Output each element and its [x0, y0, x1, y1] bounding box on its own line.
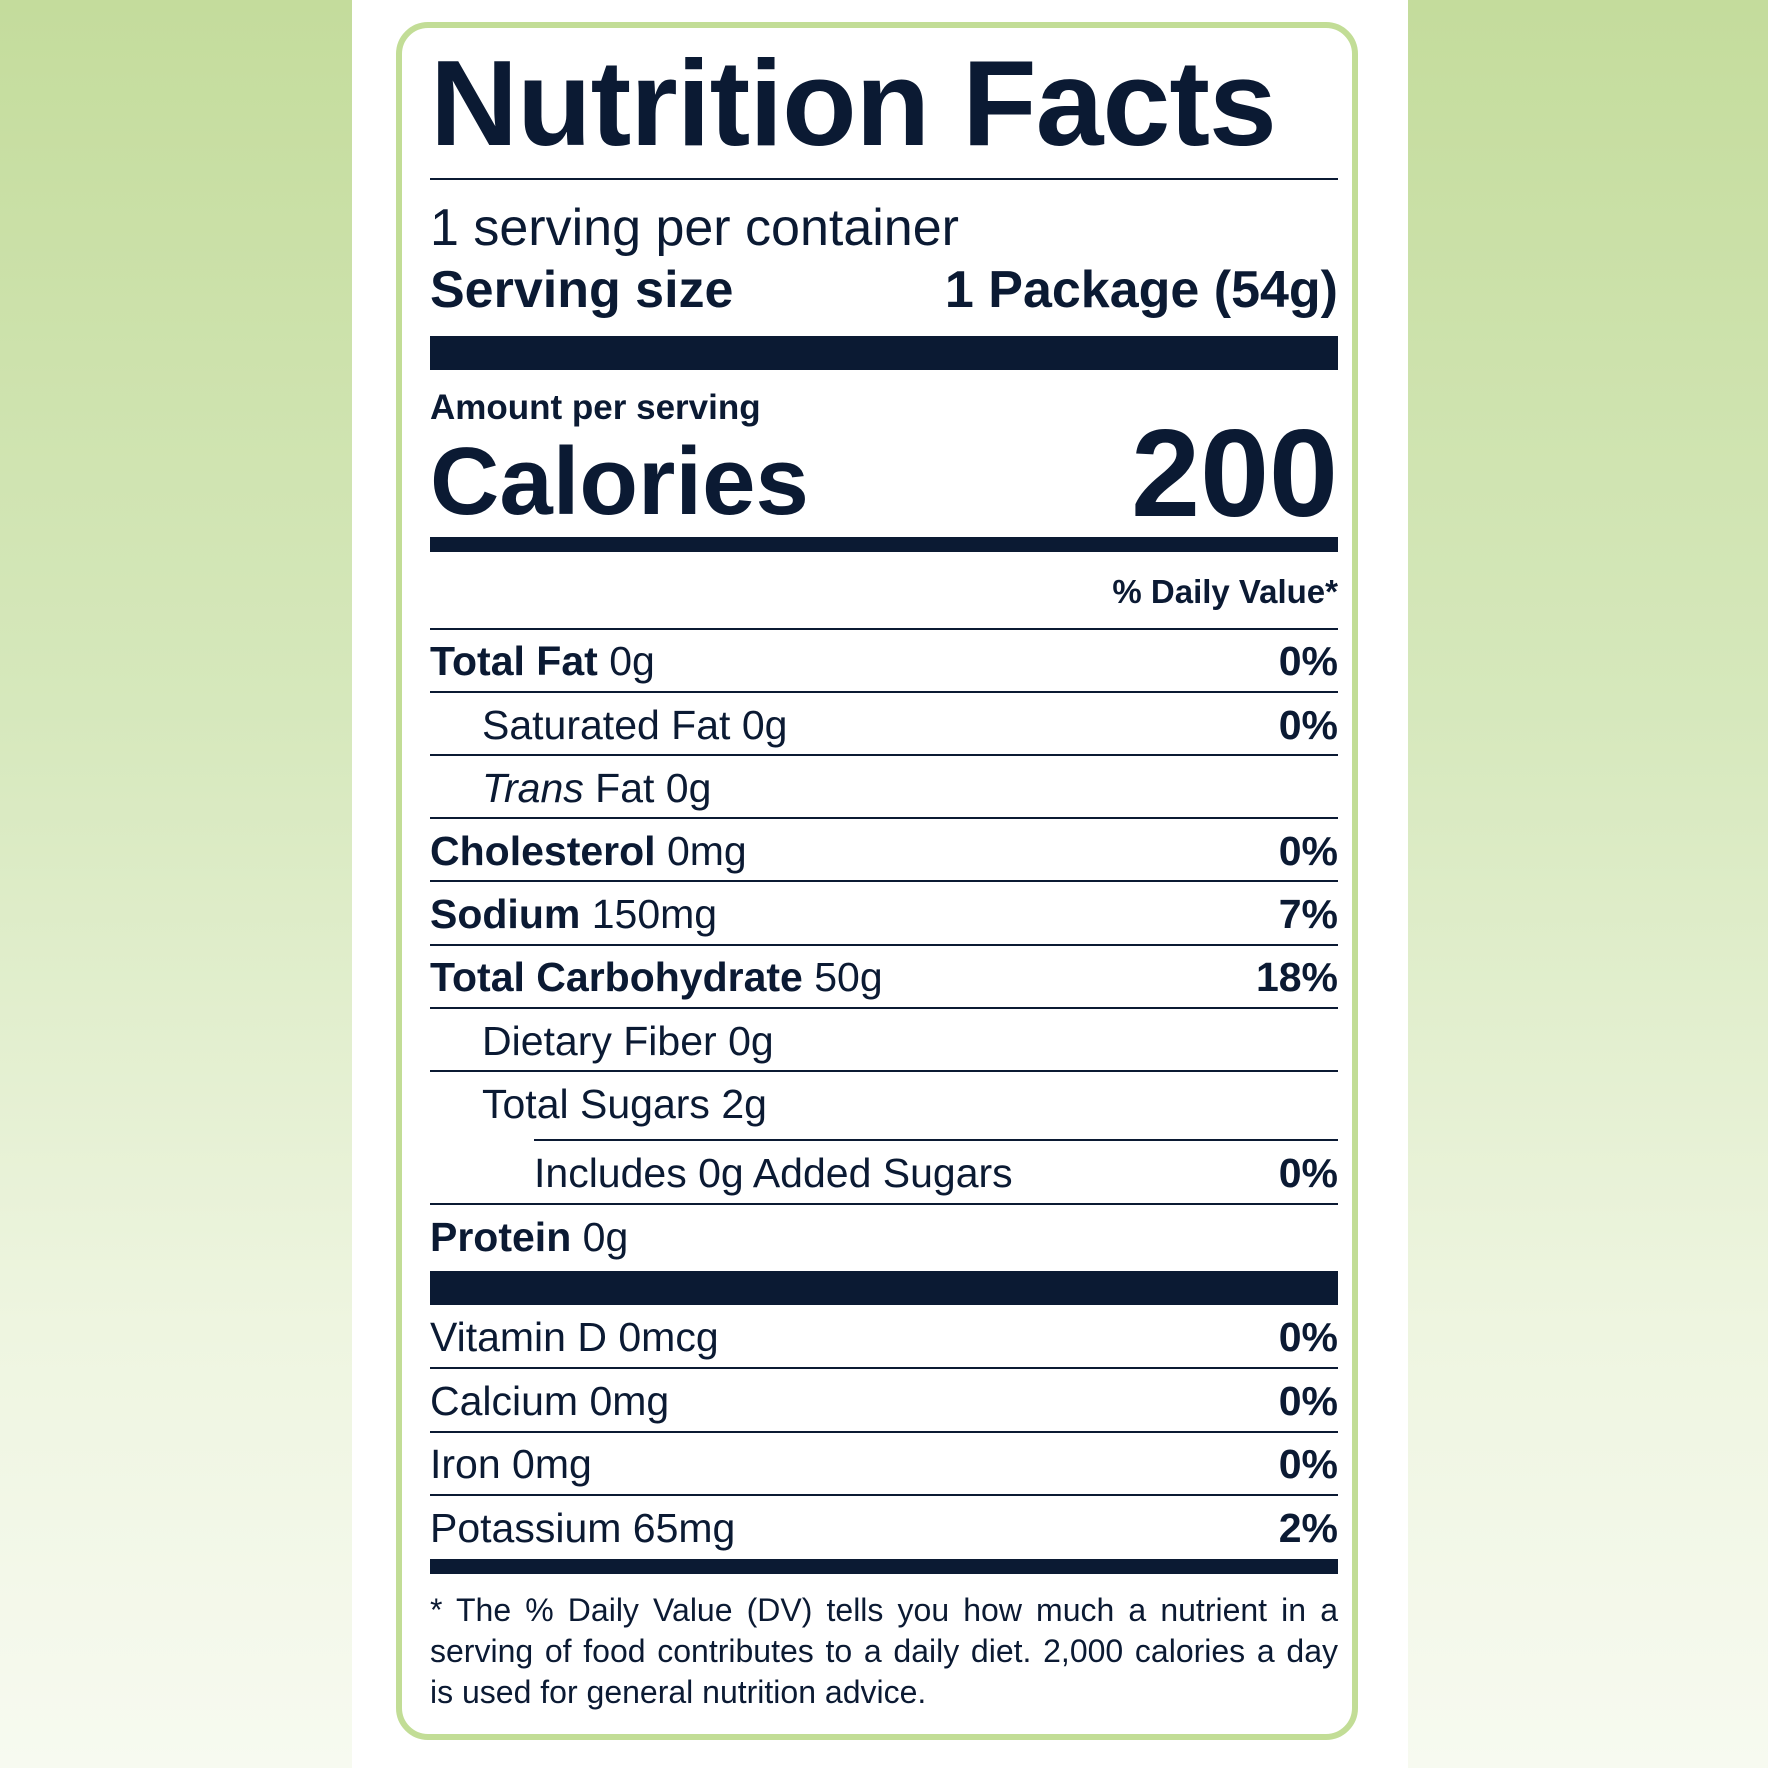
nutrient-amount: 0mg: [666, 827, 747, 874]
calories-label: Calories: [430, 428, 809, 535]
nutrient-name: Includes 0g Added Sugars: [534, 1149, 1013, 1196]
serving-size-label: Serving size: [430, 261, 734, 319]
servings-per-container: 1 serving per container: [430, 199, 959, 257]
divider-line: [430, 178, 1338, 180]
vitamin-name: Iron 0mg: [430, 1440, 592, 1487]
nutrient-name: Total Carbohydrate: [430, 953, 803, 1000]
nutrient-name: Protein: [430, 1213, 572, 1260]
vitamin-name: Calcium 0mg: [430, 1377, 670, 1424]
nutrient-dv: 7%: [1278, 890, 1338, 937]
nutrient-row-total-sugars: Total Sugars 2g: [430, 1075, 1338, 1133]
daily-value-footnote: * The % Daily Value (DV) tells you how m…: [430, 1592, 1338, 1710]
divider-line: [430, 1367, 1338, 1369]
nutrient-name: Saturated Fat: [482, 701, 731, 748]
vitamin-row-calcium: Calcium 0mg 0%: [430, 1372, 1338, 1430]
nutrient-amount: 50g: [814, 953, 883, 1000]
divider-line: [430, 944, 1338, 946]
nutrient-amount: 0g: [609, 637, 655, 684]
nutrient-row-saturated-fat: Saturated Fat 0g 0%: [430, 696, 1338, 754]
nutrient-name: Total Fat: [430, 637, 598, 684]
nutrient-row-trans-fat: Trans Fat 0g: [430, 759, 1338, 817]
serving-size-row: Serving size 1 Package (54g): [430, 262, 1338, 318]
medium-divider-bar: [430, 537, 1338, 552]
nutrient-name: Sodium: [430, 890, 581, 937]
vitamin-row-vitamin-d: Vitamin D 0mcg 0%: [430, 1308, 1338, 1366]
nutrient-row-dietary-fiber: Dietary Fiber 0g: [430, 1012, 1338, 1070]
nutrient-dv: 18%: [1255, 953, 1338, 1000]
nutrient-name: Dietary Fiber: [482, 1017, 717, 1064]
divider-line: [430, 1070, 1338, 1072]
nutrient-amount: 0g: [728, 1017, 774, 1064]
label-title: Nutrition Facts: [430, 35, 1277, 171]
amount-per-serving: Amount per serving: [430, 388, 761, 427]
medium-divider-bar: [430, 1559, 1338, 1574]
nutrient-row-added-sugars: Includes 0g Added Sugars 0%: [430, 1144, 1338, 1202]
nutrient-name: Total Sugars: [482, 1080, 710, 1127]
serving-size-value: 1 Package (54g): [944, 261, 1338, 319]
daily-value-header: % Daily Value*: [1112, 573, 1338, 610]
nutrient-name-italic: Trans: [482, 764, 584, 811]
vitamin-name: Vitamin D 0mcg: [430, 1313, 719, 1360]
divider-line: [534, 1139, 1338, 1141]
vitamin-name: Potassium 65mg: [430, 1504, 736, 1551]
nutrient-dv: 0%: [1278, 637, 1338, 684]
vitamin-dv: 0%: [1278, 1377, 1338, 1424]
thick-divider-bar: [430, 336, 1338, 370]
nutrient-amount: 0g: [741, 701, 788, 748]
nutrient-row-protein: Protein 0g: [430, 1208, 1338, 1266]
calories-value: 200: [1131, 405, 1338, 543]
divider-line: [430, 880, 1338, 882]
vitamin-dv: 0%: [1278, 1440, 1338, 1487]
divider-line: [430, 628, 1338, 630]
divider-line: [430, 1203, 1338, 1205]
nutrient-amount: 0g: [582, 1213, 629, 1260]
nutrient-dv: 0%: [1278, 701, 1338, 748]
nutrient-amount: 150mg: [591, 890, 718, 937]
vitamin-row-potassium: Potassium 65mg 2%: [430, 1499, 1338, 1557]
nutrient-dv: 0%: [1278, 1149, 1338, 1196]
divider-line: [430, 754, 1338, 756]
thick-divider-bar: [430, 1271, 1338, 1305]
divider-line: [430, 1007, 1338, 1009]
nutrient-dv: 0%: [1278, 827, 1338, 874]
nutrient-amount: 2g: [721, 1080, 767, 1127]
divider-line: [430, 691, 1338, 693]
divider-line: [430, 1431, 1338, 1433]
nutrient-row-sodium: Sodium 150mg 7%: [430, 885, 1338, 943]
nutrient-row-cholesterol: Cholesterol 0mg 0%: [430, 822, 1338, 880]
vitamin-dv: 2%: [1278, 1504, 1338, 1551]
divider-line: [430, 817, 1338, 819]
nutrient-row-total-fat: Total Fat 0g 0%: [430, 632, 1338, 690]
nutrient-name: Cholesterol: [430, 827, 656, 874]
vitamin-dv: 0%: [1278, 1313, 1338, 1360]
nutrient-amount: Fat 0g: [595, 764, 712, 811]
nutrient-row-total-carbohydrate: Total Carbohydrate 50g 18%: [430, 948, 1338, 1006]
divider-line: [430, 1494, 1338, 1496]
vitamin-row-iron: Iron 0mg 0%: [430, 1435, 1338, 1493]
